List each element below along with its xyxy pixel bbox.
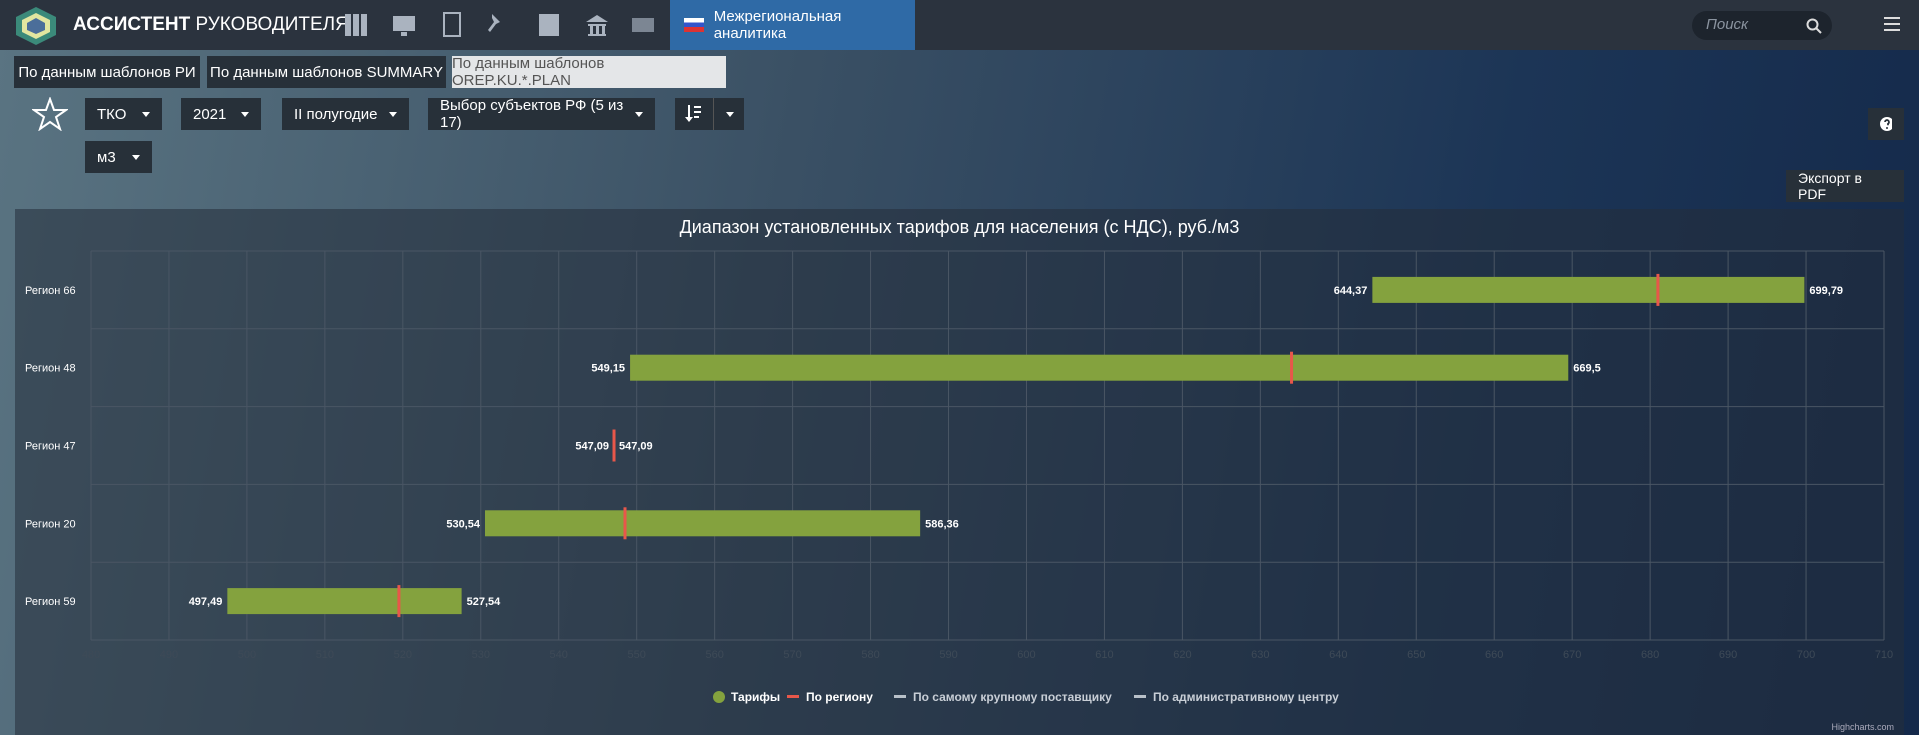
legend-label: По самому крупному поставщику [913, 690, 1112, 704]
marker [1290, 351, 1294, 384]
filter-dropdown[interactable]: ТКО [85, 98, 162, 130]
x-tick-label: 690 [1719, 649, 1737, 661]
legend-symbol [894, 695, 906, 698]
legend-label: Тарифы [731, 690, 780, 704]
data-label: 644,37 [1334, 285, 1368, 297]
range-bar [630, 354, 1569, 381]
chart: Диапазон установленных тарифов для насел… [15, 209, 1904, 735]
x-tick-label: 580 [861, 649, 879, 661]
active-nav-tab[interactable]: Межрегиональная аналитика [670, 0, 915, 50]
x-tick-label: 660 [1485, 649, 1503, 661]
filter-dropdown[interactable]: Выбор субъектов РФ (5 из 17) [428, 97, 655, 131]
x-tick-label: 480 [82, 649, 100, 661]
export-button[interactable]: Экспорт в PDF [1786, 170, 1904, 202]
search-icon [1806, 18, 1822, 34]
x-tick-label: 560 [705, 649, 723, 661]
x-tick-label: 670 [1563, 649, 1581, 661]
x-tick-label: 500 [238, 649, 256, 661]
credit: Highcharts.com [1831, 722, 1894, 732]
nav-icons[interactable] [340, 10, 660, 42]
x-tick-label: 680 [1641, 649, 1659, 661]
data-label: 497,49 [189, 596, 223, 608]
favorite-star[interactable] [32, 97, 68, 131]
range-bar [227, 588, 462, 615]
x-tick-label: 640 [1329, 649, 1347, 661]
brand: АССИСТЕНТ РУКОВОДИТЕЛЯ [73, 14, 349, 35]
tab[interactable]: По данным шаблонов SUMMARY [207, 56, 446, 88]
chart-title: Диапазон установленных тарифов для насел… [680, 217, 1240, 237]
x-tick-label: 620 [1173, 649, 1191, 661]
search-box[interactable]: Поиск [1692, 11, 1832, 40]
marker [1656, 273, 1660, 306]
x-tick-label: 630 [1251, 649, 1269, 661]
legend-symbol [787, 695, 799, 698]
x-tick-label: 610 [1095, 649, 1113, 661]
help-button[interactable] [1868, 108, 1904, 140]
x-tick-label: 540 [550, 649, 568, 661]
data-label: 547,09 [575, 441, 609, 453]
legend-label: По административному центру [1153, 690, 1339, 704]
y-tick-label: Регион 48 [25, 363, 76, 375]
y-tick-label: Регион 66 [25, 285, 76, 297]
y-tick-label: Регион 59 [25, 596, 76, 608]
x-tick-label: 700 [1797, 649, 1815, 661]
tab-active[interactable]: По данным шаблонов OREP.KU.*.PLAN [452, 55, 726, 89]
marker [612, 429, 616, 462]
header: АССИСТЕНТ РУКОВОДИТЕЛЯ Межрегиональная а… [0, 0, 1919, 50]
legend-symbol [1134, 695, 1146, 698]
x-tick-label: 710 [1875, 649, 1893, 661]
x-tick-label: 550 [628, 649, 646, 661]
help-icon [1880, 117, 1892, 131]
legend-symbol [713, 691, 725, 703]
x-tick-label: 520 [394, 649, 412, 661]
x-tick-label: 570 [783, 649, 801, 661]
menu-icon[interactable] [1884, 15, 1904, 35]
unit-dropdown[interactable]: м3 [85, 141, 152, 173]
data-label: 530,54 [446, 518, 481, 530]
x-tick-label: 650 [1407, 649, 1425, 661]
data-label: 547,09 [619, 441, 653, 453]
marker [397, 585, 401, 618]
data-label: 699,79 [1809, 285, 1843, 297]
y-tick-label: Регион 20 [25, 518, 76, 530]
x-tick-label: 590 [939, 649, 957, 661]
tab[interactable]: По данным шаблонов РИ [14, 56, 200, 88]
flag-icon [684, 18, 704, 32]
x-tick-label: 600 [1017, 649, 1035, 661]
range-bar [484, 510, 921, 537]
filter-dropdown[interactable]: II полугодие [282, 98, 409, 130]
data-label: 549,15 [591, 363, 625, 375]
sort-button[interactable] [675, 98, 744, 130]
x-tick-label: 490 [160, 649, 178, 661]
data-label: 527,54 [467, 596, 502, 608]
data-label: 586,36 [925, 518, 959, 530]
range-bar [1372, 276, 1805, 303]
marker [623, 507, 627, 540]
filter-dropdown[interactable]: 2021 [181, 98, 261, 130]
x-tick-label: 510 [316, 649, 334, 661]
legend-label: По региону [806, 690, 873, 704]
data-label: 669,5 [1573, 363, 1601, 375]
sort-icon [685, 105, 702, 122]
y-tick-label: Регион 47 [25, 441, 76, 453]
logo [16, 7, 56, 45]
x-tick-label: 530 [472, 649, 490, 661]
